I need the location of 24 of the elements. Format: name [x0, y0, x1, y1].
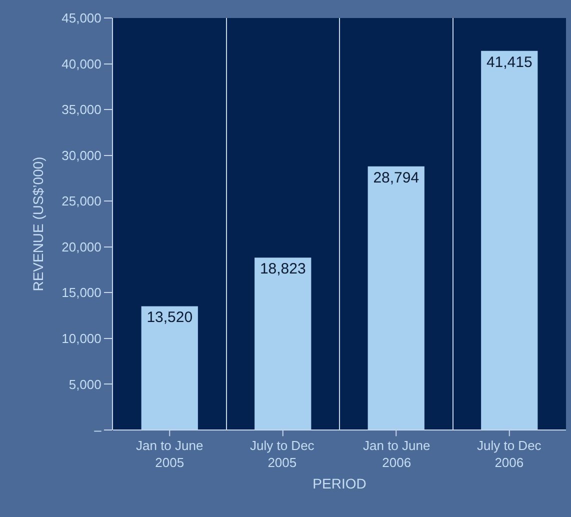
y-tick-label: 10,000	[62, 330, 102, 346]
bar	[141, 306, 198, 430]
y-tick-label: 25,000	[62, 194, 102, 209]
y-tick-label: 30,000	[62, 148, 102, 163]
x-tick-label: Jan to June 2005	[136, 438, 204, 470]
y-tick-label: –	[94, 422, 102, 438]
data-label: 13,520	[146, 309, 193, 326]
y-tick-label: 15,000	[62, 285, 102, 300]
data-label: 18,823	[260, 260, 306, 278]
data-label: 28,794	[373, 169, 420, 186]
y-tick-label: 45,000	[62, 10, 102, 26]
x-tick-label: Jan to June 2006	[363, 438, 430, 470]
y-tick-label: 5,000	[68, 376, 102, 392]
bar	[481, 50, 538, 430]
bar	[254, 258, 312, 430]
y-tick-label: 20,000	[62, 239, 102, 254]
bar	[368, 166, 424, 430]
y-tick-label: 35,000	[62, 102, 102, 118]
x-tick-label: July to Dec 2006	[477, 438, 542, 470]
x-tick-label: July to Dec 2005	[250, 438, 315, 470]
x-axis-title: PERIOD	[312, 475, 366, 492]
y-tick-label: 40,000	[62, 56, 102, 72]
y-axis-title: REVENUE (US$’000)	[30, 156, 46, 292]
data-label: 41,415	[486, 54, 532, 71]
